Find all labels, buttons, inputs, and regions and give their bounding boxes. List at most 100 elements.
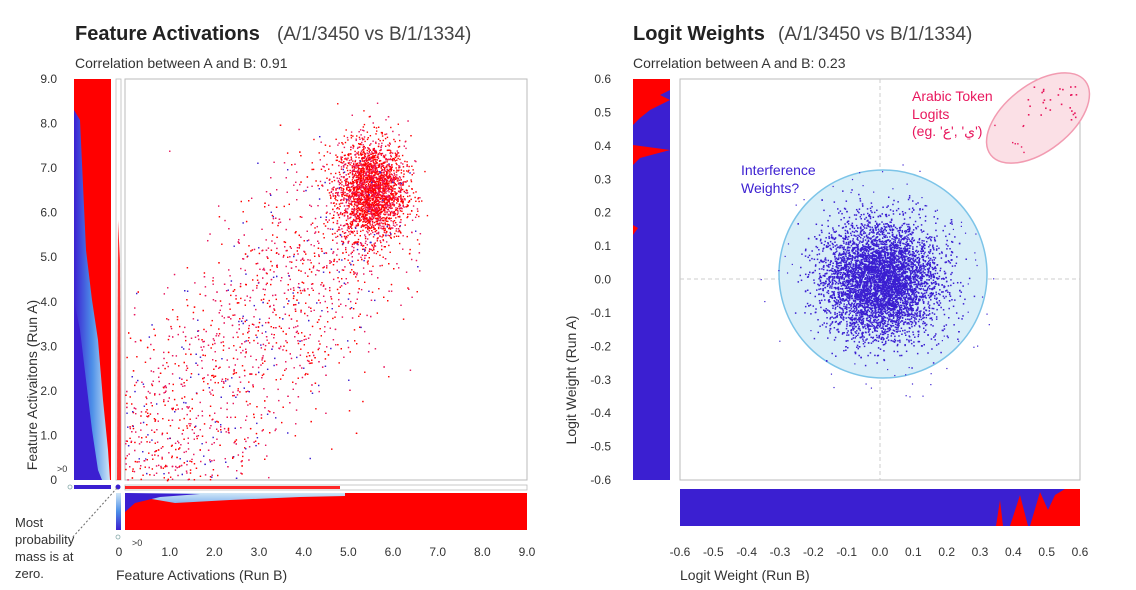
left-point <box>378 166 380 168</box>
left-point <box>360 206 362 209</box>
left-point <box>358 196 360 198</box>
left-point <box>361 210 363 212</box>
left-point <box>227 427 230 430</box>
left-point <box>368 189 370 192</box>
left-point <box>361 164 364 166</box>
left-point <box>364 206 366 208</box>
left-point <box>362 186 364 188</box>
left-point <box>379 240 381 242</box>
left-point <box>366 166 369 168</box>
left-point <box>313 138 315 141</box>
left-point <box>392 185 395 187</box>
left-point <box>397 178 399 180</box>
left-point <box>248 200 250 202</box>
left-point <box>340 158 343 161</box>
left-point <box>337 229 340 231</box>
left-point <box>351 204 353 206</box>
left-point <box>421 200 423 202</box>
left-point <box>390 233 392 236</box>
left-point <box>368 165 370 168</box>
left-point <box>399 204 401 206</box>
left-point <box>338 188 341 190</box>
left-point <box>226 359 228 361</box>
left-point <box>375 141 377 143</box>
left-point <box>404 141 407 143</box>
left-point <box>362 205 364 208</box>
left-point <box>364 182 366 184</box>
left-point <box>394 190 396 193</box>
left-point <box>373 195 376 197</box>
left-point <box>365 157 368 160</box>
left-point <box>351 165 353 167</box>
left-point <box>367 192 370 195</box>
left-point <box>248 391 250 393</box>
left-point <box>395 167 397 169</box>
left-point <box>373 171 376 173</box>
left-point <box>377 222 379 225</box>
left-point <box>367 252 369 254</box>
left-point <box>381 135 384 137</box>
left-point <box>377 206 380 208</box>
left-point <box>386 199 388 201</box>
left-point <box>375 191 377 193</box>
left-y-marginal-core <box>74 300 102 480</box>
left-point <box>389 207 392 209</box>
left-point <box>359 153 362 155</box>
left-point <box>372 157 374 160</box>
left-point <box>362 267 365 269</box>
left-point <box>374 152 376 154</box>
left-point <box>326 346 328 348</box>
left-point <box>350 196 352 198</box>
left-point <box>360 219 362 221</box>
left-point <box>300 270 302 272</box>
left-point <box>301 216 303 218</box>
left-point <box>149 357 152 360</box>
left-point <box>385 180 388 182</box>
left-point <box>361 225 364 227</box>
left-point <box>391 199 394 201</box>
left-point <box>336 187 339 190</box>
left-point <box>199 401 201 404</box>
left-point <box>385 181 388 183</box>
left-point <box>146 409 148 411</box>
left-point <box>402 188 404 191</box>
left-point <box>218 216 221 218</box>
left-point <box>341 156 343 159</box>
left-point <box>371 151 373 153</box>
left-point <box>358 154 360 156</box>
left-point <box>367 260 369 262</box>
left-point <box>305 189 307 192</box>
left-point <box>191 398 193 400</box>
left-point <box>358 191 360 193</box>
left-point <box>389 158 392 160</box>
left-point <box>256 422 258 425</box>
left-point <box>248 446 251 448</box>
left-point <box>376 198 378 200</box>
left-point <box>365 172 367 175</box>
left-point <box>391 199 393 201</box>
left-point <box>368 178 370 180</box>
left-point <box>340 191 342 194</box>
left-point <box>412 192 415 194</box>
left-point <box>388 199 390 202</box>
left-point <box>384 207 386 209</box>
left-point <box>163 473 165 475</box>
left-point <box>387 204 389 206</box>
left-point <box>350 131 353 133</box>
left-point <box>379 160 382 162</box>
left-point <box>356 218 358 220</box>
left-point <box>402 176 405 178</box>
left-point <box>375 149 377 152</box>
left-point <box>417 210 419 212</box>
left-point <box>390 233 392 235</box>
left-point <box>357 238 360 241</box>
left-point <box>369 180 371 183</box>
left-point <box>394 140 396 143</box>
left-point <box>400 162 402 164</box>
left-point <box>357 203 360 205</box>
left-point <box>355 204 357 206</box>
left-point <box>365 165 367 168</box>
left-point <box>380 146 382 149</box>
left-point <box>404 199 406 201</box>
left-point <box>167 338 170 341</box>
